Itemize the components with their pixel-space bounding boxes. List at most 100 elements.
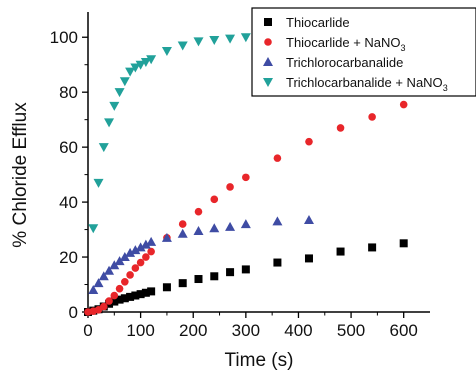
y-tick-label: 60 — [59, 138, 78, 157]
data-point — [110, 297, 119, 306]
legend-entry: Trichlorocarbanalide — [286, 55, 403, 70]
data-point — [141, 288, 150, 297]
data-point — [136, 290, 145, 299]
legend-entry: Trichlocarbanalide + NaNO3 — [286, 75, 448, 93]
x-tick-label: 500 — [337, 321, 365, 340]
data-point — [142, 253, 150, 261]
y-tick-label: 20 — [59, 248, 78, 267]
data-point — [242, 173, 250, 182]
data-point — [241, 265, 250, 274]
data-point — [336, 247, 345, 256]
data-point — [146, 236, 157, 246]
data-point — [304, 254, 313, 263]
data-point — [115, 284, 124, 293]
series-2 — [84, 100, 408, 316]
data-point — [131, 264, 140, 272]
data-point — [88, 224, 99, 234]
axes — [87, 12, 430, 313]
data-point — [305, 137, 313, 146]
y-tick-label: 80 — [59, 83, 78, 102]
series-4 — [88, 33, 251, 234]
data-point — [125, 67, 136, 77]
data-point — [136, 258, 145, 267]
data-point — [88, 285, 99, 295]
data-point — [162, 283, 171, 292]
data-point — [98, 143, 109, 153]
data-point — [110, 291, 119, 300]
data-point — [240, 219, 251, 229]
data-point — [210, 272, 219, 281]
series-3 — [88, 214, 314, 295]
data-point — [109, 101, 120, 111]
data-point — [105, 297, 113, 305]
data-point — [225, 34, 236, 44]
data-point — [125, 247, 136, 257]
data-point — [178, 220, 187, 228]
data-point — [273, 258, 282, 267]
y-axis-label: % Chloride Efflux — [10, 102, 31, 248]
axis-ticks: 0 100 200 300 400 500 600 0 20 40 60 80 100 — [50, 28, 418, 340]
legend-marker — [263, 57, 273, 66]
data-point — [104, 118, 115, 128]
data-point — [210, 195, 219, 204]
data-point — [147, 247, 155, 256]
data-point — [226, 268, 235, 277]
x-tick-label: 200 — [179, 321, 207, 340]
data-point — [109, 260, 120, 270]
data-point — [161, 232, 172, 242]
data-point — [226, 183, 234, 191]
data-point — [114, 88, 125, 98]
data-point — [177, 228, 188, 238]
x-tick-label: 0 — [83, 321, 92, 340]
data-point — [399, 239, 408, 248]
data-point — [130, 63, 141, 73]
data-point — [135, 242, 146, 252]
data-point — [273, 154, 282, 162]
data-point — [209, 223, 220, 233]
data-point — [140, 239, 151, 249]
data-point — [126, 271, 134, 279]
legend-entry: Thiocarlide — [286, 15, 350, 30]
legend-box — [251, 7, 476, 97]
data-point — [194, 207, 203, 216]
y-tick-label: 0 — [69, 303, 78, 322]
data-point — [240, 33, 251, 43]
data-point — [272, 216, 283, 226]
data-point — [177, 41, 188, 51]
x-tick-label: 600 — [390, 321, 418, 340]
data-point — [98, 271, 109, 281]
data-point — [209, 35, 220, 45]
x-tick-label: 100 — [126, 321, 154, 340]
data-point — [140, 57, 151, 67]
data-point — [115, 295, 124, 304]
x-tick-label: 300 — [232, 321, 260, 340]
data-point — [336, 124, 345, 132]
x-tick-label: 400 — [284, 321, 312, 340]
x-axis-label: Time (s) — [225, 350, 294, 371]
data-point — [120, 294, 129, 303]
data-point — [399, 100, 408, 109]
data-point — [131, 291, 140, 300]
legend-marker — [263, 78, 273, 87]
data-point — [114, 256, 125, 266]
legend-entry: Thiocarlide + NaNO3 — [286, 35, 406, 53]
data-point — [104, 265, 115, 275]
legend: Thiocarlide Thiocarlide + NaNO3 Trichloroc… — [251, 7, 476, 97]
data-point — [368, 113, 376, 121]
data-marks — [84, 33, 408, 316]
data-point — [135, 60, 146, 70]
data-point — [119, 252, 130, 262]
data-point — [193, 225, 204, 235]
data-point — [146, 55, 157, 65]
data-point — [93, 178, 104, 188]
legend-marker — [264, 38, 272, 46]
data-point — [99, 302, 108, 311]
data-point — [194, 275, 203, 284]
data-point — [121, 277, 129, 286]
data-point — [225, 221, 236, 231]
data-point — [303, 214, 314, 224]
data-point — [178, 279, 187, 288]
legend-marker — [264, 18, 272, 26]
data-point — [193, 37, 204, 47]
